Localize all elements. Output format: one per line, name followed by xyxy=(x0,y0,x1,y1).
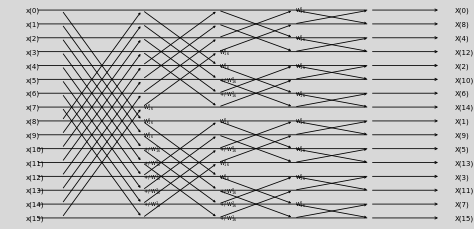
Text: X(15): X(15) xyxy=(455,215,474,221)
Text: X(4): X(4) xyxy=(455,35,470,42)
Text: W$_{16}^{2}$: W$_{16}^{2}$ xyxy=(219,171,230,182)
Text: X(1): X(1) xyxy=(455,118,470,125)
Text: x(4): x(4) xyxy=(26,63,40,69)
Text: X(5): X(5) xyxy=(455,146,470,152)
Text: +/-W$_{16}^{0}$: +/-W$_{16}^{0}$ xyxy=(219,144,237,154)
Text: W$_{16}^{1}$: W$_{16}^{1}$ xyxy=(143,116,154,127)
Text: x(12): x(12) xyxy=(26,173,45,180)
Text: x(10): x(10) xyxy=(26,146,45,152)
Text: W$_{16}^{0}$: W$_{16}^{0}$ xyxy=(295,6,306,16)
Text: W$_{16}^{0}$: W$_{16}^{0}$ xyxy=(295,33,306,44)
Text: W$_{16}^{0}$: W$_{16}^{0}$ xyxy=(143,102,154,113)
Text: +/-W$_{16}^{1}$: +/-W$_{16}^{1}$ xyxy=(143,199,162,210)
Text: W$_{16}^{0}$: W$_{16}^{0}$ xyxy=(295,116,306,127)
Text: X(3): X(3) xyxy=(455,173,470,180)
Text: X(2): X(2) xyxy=(455,63,470,69)
Text: W$_{16}^{0}$: W$_{16}^{0}$ xyxy=(295,171,306,182)
Text: +/-W$_{16}^{2}$: +/-W$_{16}^{2}$ xyxy=(143,185,162,196)
Text: W$_{16}^{0}$: W$_{16}^{0}$ xyxy=(219,116,230,127)
Text: x(11): x(11) xyxy=(26,160,45,166)
Text: +/-W$_{16}^{0}$: +/-W$_{16}^{0}$ xyxy=(219,75,237,85)
Text: x(0): x(0) xyxy=(26,8,40,14)
Text: x(9): x(9) xyxy=(26,132,40,139)
Text: +/-W$_{16}^{2}$: +/-W$_{16}^{2}$ xyxy=(219,88,237,99)
Text: x(13): x(13) xyxy=(26,187,45,194)
Text: x(1): x(1) xyxy=(26,22,40,28)
Text: W$_{16}^{0}$: W$_{16}^{0}$ xyxy=(295,61,306,72)
Text: X(9): X(9) xyxy=(455,132,470,139)
Text: X(11): X(11) xyxy=(455,187,474,194)
Text: W$_{16}^{0}$: W$_{16}^{0}$ xyxy=(295,88,306,99)
Text: +/-W$_{16}^{0}$: +/-W$_{16}^{0}$ xyxy=(219,185,237,196)
Text: X(8): X(8) xyxy=(455,22,470,28)
Text: W$_{16}^{0}$: W$_{16}^{0}$ xyxy=(295,199,306,210)
Text: +/-W$_{16}^{1}$: +/-W$_{16}^{1}$ xyxy=(219,213,237,223)
Text: W$_{16}^{2}$: W$_{16}^{2}$ xyxy=(143,130,154,141)
Text: X(7): X(7) xyxy=(455,201,470,207)
Text: +/-W$_{16}^{2}$: +/-W$_{16}^{2}$ xyxy=(219,199,237,210)
Text: x(15): x(15) xyxy=(26,215,45,221)
Text: +/-W$_{16}^{1}$: +/-W$_{16}^{1}$ xyxy=(143,171,162,182)
Text: x(5): x(5) xyxy=(26,77,40,83)
Text: X(10): X(10) xyxy=(455,77,474,83)
Text: X(0): X(0) xyxy=(455,8,470,14)
Text: X(14): X(14) xyxy=(455,104,474,111)
Text: x(14): x(14) xyxy=(26,201,45,207)
Text: +/-W$_{16}^{0}$: +/-W$_{16}^{0}$ xyxy=(143,157,162,168)
Text: x(8): x(8) xyxy=(26,118,40,125)
Text: +/-W$_{16}^{1}$: +/-W$_{16}^{1}$ xyxy=(143,144,162,154)
Text: x(7): x(7) xyxy=(26,104,40,111)
Text: W$_{16}^{0}$: W$_{16}^{0}$ xyxy=(219,47,230,58)
Text: W$_{16}^{0}$: W$_{16}^{0}$ xyxy=(219,157,230,168)
Text: x(3): x(3) xyxy=(26,49,40,56)
Text: W$_{16}^{2}$: W$_{16}^{2}$ xyxy=(219,61,230,72)
Text: x(2): x(2) xyxy=(26,35,40,42)
Text: X(13): X(13) xyxy=(455,160,474,166)
Text: X(6): X(6) xyxy=(455,90,470,97)
Text: X(12): X(12) xyxy=(455,49,474,56)
Text: x(6): x(6) xyxy=(26,90,40,97)
Text: W$_{16}^{0}$: W$_{16}^{0}$ xyxy=(295,144,306,154)
